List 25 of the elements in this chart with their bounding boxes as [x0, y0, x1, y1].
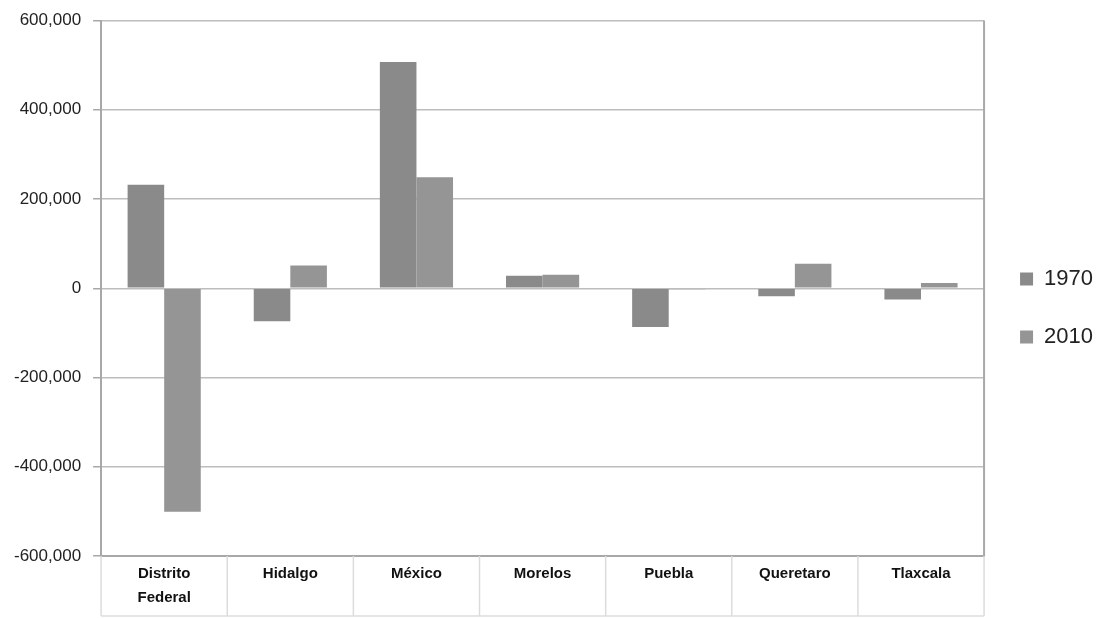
x-tick-label: Distrito Federal: [137, 564, 191, 606]
bar: [794, 263, 832, 288]
y-tick-label: -200,000: [13, 367, 82, 387]
x-tick-label: Hidalgo: [262, 564, 318, 582]
x-tick-label: Puebla: [644, 564, 694, 582]
y-tick-label: 400,000: [19, 99, 82, 119]
y-tick-label: -600,000: [13, 545, 82, 565]
x-tick-label: Morelos: [513, 564, 572, 582]
x-tick-label: México: [391, 564, 442, 582]
bar: [290, 265, 327, 288]
bar: [253, 289, 291, 322]
x-tick-label: Tlaxcala: [891, 564, 952, 582]
bar: [164, 289, 201, 512]
y-tick-label: 200,000: [19, 188, 82, 208]
bar: [127, 184, 165, 288]
bar: [884, 289, 921, 300]
y-tick-label: 0: [71, 277, 82, 297]
legend-label: 2010: [1044, 323, 1094, 349]
bar: [758, 289, 795, 297]
y-tick-label: 600,000: [19, 10, 82, 30]
x-tick-label: Queretaro: [759, 564, 831, 582]
y-tick-label: -400,000: [13, 456, 82, 476]
bar: [920, 282, 958, 288]
legend-label: 1970: [1044, 265, 1094, 291]
bar: [632, 289, 669, 328]
